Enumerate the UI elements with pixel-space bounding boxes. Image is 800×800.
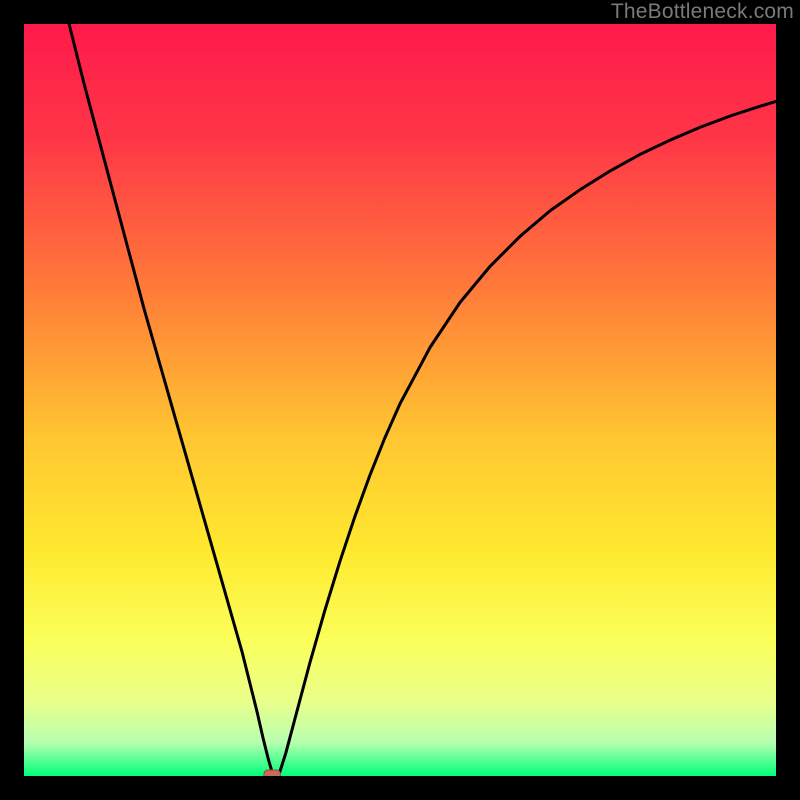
chart-svg xyxy=(0,0,800,800)
gradient-background xyxy=(24,24,776,776)
bottleneck-chart: TheBottleneck.com xyxy=(0,0,800,800)
watermark-text: TheBottleneck.com xyxy=(611,0,794,24)
